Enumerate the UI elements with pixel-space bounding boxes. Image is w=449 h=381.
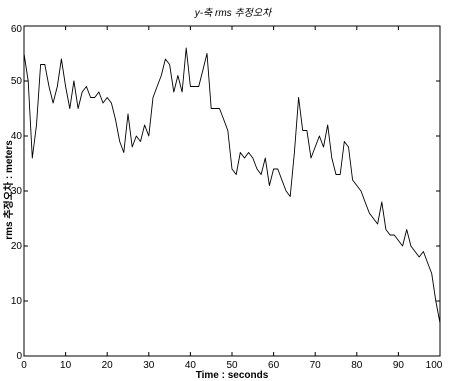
x-tick-label: 10 <box>60 360 72 371</box>
x-tick-label: 70 <box>310 360 322 371</box>
x-tick-label: 80 <box>351 360 363 371</box>
y-tick-label: 10 <box>11 296 23 307</box>
chart-title: y-축 rms 추정오차 <box>194 7 273 19</box>
y-tick-label: 0 <box>16 351 22 362</box>
y-tick-label: 60 <box>11 24 23 35</box>
x-tick-label: 20 <box>102 360 114 371</box>
x-tick-label: 50 <box>226 360 238 371</box>
y-tick-label: 30 <box>11 186 23 197</box>
x-tick-label: 0 <box>21 360 27 371</box>
y-tick-label: 50 <box>11 76 23 87</box>
y-tick-label: 20 <box>11 241 23 252</box>
series-line-0 <box>23 47 441 324</box>
axis-ticks: 0 10 20 30 40 50 60 70 80 90 100 0 10 20 30 40 50 60 <box>11 24 443 371</box>
plot-frame <box>23 25 441 357</box>
x-axis-title: Time : seconds <box>196 370 269 381</box>
x-tick-label: 60 <box>268 360 280 371</box>
y-axis-title: rms 추정오차 : meters <box>2 140 15 240</box>
x-tick-label: 100 <box>426 360 443 371</box>
x-tick-label: 40 <box>185 360 197 371</box>
x-tick-label: 30 <box>143 360 155 371</box>
x-tick-label: 90 <box>393 360 405 371</box>
y-tick-label: 40 <box>11 131 23 142</box>
series-group <box>23 47 441 324</box>
